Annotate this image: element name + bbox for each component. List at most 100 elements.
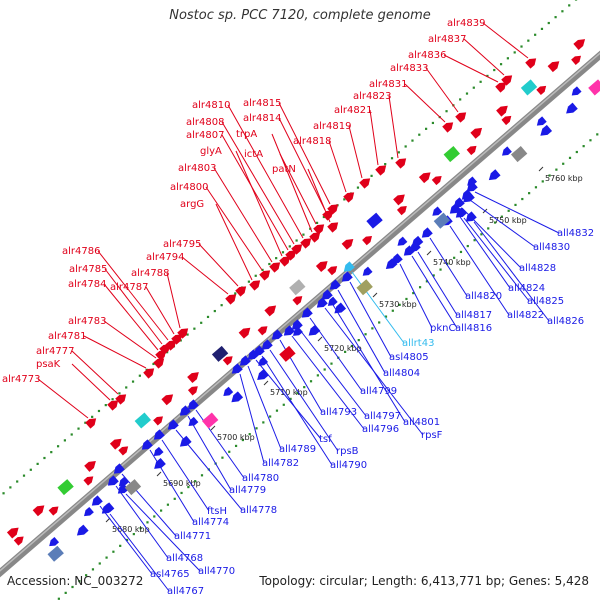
gene-label: alr4787 [110, 282, 148, 293]
track-dot [268, 262, 271, 266]
gene-label: all4801 [403, 417, 440, 428]
reverse-gene-arrow [271, 329, 283, 340]
reverse-gene-arrow [571, 86, 582, 96]
leader-line [404, 83, 446, 123]
forward-gene-arrow [187, 386, 198, 396]
track-dot [138, 374, 141, 377]
track-dot [350, 344, 354, 348]
track-dot [506, 57, 509, 60]
leader-line [449, 225, 510, 316]
gene-label: all4767 [167, 586, 204, 597]
track-dot [465, 92, 469, 95]
gene-label: all4768 [166, 553, 203, 564]
track-dot [289, 397, 292, 400]
track-dot [29, 468, 32, 471]
track-dot [9, 486, 12, 489]
track-dot [486, 74, 489, 78]
leader-line [329, 299, 406, 423]
reverse-gene-arrow [167, 419, 179, 430]
track-dot [371, 327, 374, 330]
gene-label: all4799 [360, 386, 397, 397]
gene-label: all4826 [547, 316, 584, 327]
forward-gene-arrow [153, 358, 165, 369]
reverse-gene-arrow [261, 339, 273, 350]
leader-line [213, 167, 273, 263]
track-dot [296, 391, 299, 395]
forward-gene-arrow [225, 294, 237, 305]
forward-gene-arrow [573, 39, 586, 50]
forward-gene-arrow [322, 210, 334, 221]
leader-line [71, 363, 111, 401]
reverse-gene-arrow [239, 355, 251, 366]
feature-box [433, 212, 451, 229]
gene-label: argG [180, 199, 204, 210]
gene-label: all4780 [242, 473, 279, 484]
track-dot [466, 244, 469, 248]
forward-gene-arrow [153, 416, 163, 426]
track-dot [480, 233, 483, 236]
reverse-gene-arrow [117, 483, 129, 494]
gene-label: ftsH [207, 506, 227, 517]
track-dot [412, 291, 415, 295]
track-dot [288, 245, 291, 248]
leader-line [187, 415, 232, 491]
leader-line [388, 95, 399, 159]
leader-line [103, 283, 159, 351]
track-dot [179, 339, 182, 342]
track-dot [309, 380, 313, 383]
leader-line [429, 237, 468, 297]
reverse-gene-arrow [49, 537, 60, 547]
forward-gene-arrow [143, 368, 155, 379]
gene-label: all4825 [527, 296, 564, 307]
track-dot [91, 568, 95, 571]
gene-label: rpsB [336, 446, 359, 457]
reverse-gene-arrow [334, 302, 347, 314]
leader-line [166, 272, 181, 329]
reverse-gene-arrow [540, 124, 553, 136]
track-dot [568, 156, 572, 159]
track-dot [575, 150, 578, 154]
feature-box [47, 545, 64, 562]
tick-mark [426, 250, 432, 256]
gene-label: all4816 [455, 323, 492, 334]
feature-box [520, 79, 538, 96]
gene-label: alr4807 [186, 130, 224, 141]
track-dot [330, 362, 333, 365]
track-dot [206, 315, 210, 319]
forward-gene-arrow [466, 145, 477, 156]
tick-mark [156, 471, 162, 477]
feature-box [134, 412, 152, 429]
track-dot [316, 374, 319, 377]
track-dot [275, 257, 278, 260]
gene-label: rpsF [421, 430, 443, 441]
track-dot [166, 503, 170, 506]
track-dot [112, 550, 115, 553]
forward-gene-arrow [235, 286, 247, 297]
leader-line [247, 365, 282, 450]
reverse-gene-arrow [432, 206, 443, 216]
gene-label: all4790 [330, 460, 367, 471]
forward-gene-arrow [496, 105, 508, 117]
gene-label: alr4784 [68, 279, 106, 290]
reverse-gene-arrow [91, 495, 103, 506]
tick-label: 5680 kbp [112, 525, 150, 534]
track-dot [521, 197, 524, 201]
track-dot [139, 527, 142, 530]
track-dot [322, 215, 325, 219]
forward-gene-arrow [269, 262, 281, 273]
track-dot [241, 438, 244, 442]
gene-label: alr4785 [69, 264, 107, 275]
track-dot [295, 239, 298, 242]
feature-box [289, 279, 306, 296]
track-dot [445, 110, 448, 113]
track-dot [472, 86, 475, 89]
forward-gene-arrow [171, 334, 183, 345]
gene-label: alr4836 [408, 50, 446, 61]
track-dot [261, 268, 264, 272]
reverse-gene-arrow [341, 271, 353, 282]
reverse-gene-arrow [488, 169, 501, 181]
gene-label: alr4783 [68, 316, 106, 327]
reverse-gene-arrow [455, 207, 467, 218]
forward-gene-arrow [315, 261, 328, 273]
